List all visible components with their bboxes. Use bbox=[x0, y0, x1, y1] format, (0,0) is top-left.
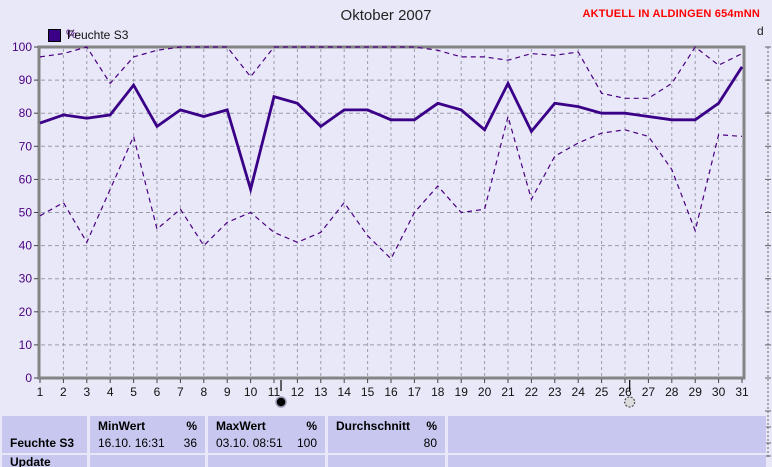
x-tick-label: 16 bbox=[384, 385, 398, 399]
x-tick-label: 22 bbox=[525, 385, 539, 399]
y-tick-label: 30 bbox=[19, 272, 33, 286]
maxwert-unit: % bbox=[306, 419, 317, 433]
x-tick-label: 14 bbox=[338, 385, 352, 399]
y-tick-label: 0 bbox=[25, 371, 32, 385]
x-tick-label: 29 bbox=[689, 385, 703, 399]
maxwert-header: MaxWert bbox=[216, 419, 266, 433]
series-feuchte-s3-minimum bbox=[39, 114, 743, 260]
x-tick-label: 10 bbox=[244, 385, 258, 399]
y-tick-label: 60 bbox=[19, 172, 33, 186]
table-row-label: Feuchte S3 bbox=[10, 436, 75, 450]
minwert-value: 36 bbox=[183, 436, 197, 450]
legend-label: Feuchte S3 bbox=[67, 28, 129, 42]
minwert-header: MinWert bbox=[98, 419, 146, 433]
x-tick-label: 27 bbox=[642, 385, 656, 399]
y-tick-label: 70 bbox=[19, 139, 33, 153]
y-tick-label: 10 bbox=[19, 338, 33, 352]
y-tick-label: 90 bbox=[19, 73, 33, 87]
y-tick-label: 40 bbox=[19, 239, 33, 253]
y-tick-label: 20 bbox=[19, 305, 33, 319]
new-moon-icon bbox=[275, 380, 287, 408]
x-tick-label: 19 bbox=[455, 385, 469, 399]
durchschnitt-header: Durchschnitt bbox=[336, 419, 411, 433]
second-panel-edge bbox=[765, 46, 771, 458]
table-next-row-cell bbox=[90, 455, 205, 467]
table-cell-empty bbox=[448, 416, 766, 453]
x-tick-label: 25 bbox=[595, 385, 609, 399]
x-tick-label: 23 bbox=[548, 385, 562, 399]
y-tick-label: 100 bbox=[12, 40, 32, 54]
y-tick-label: 50 bbox=[19, 206, 33, 220]
x-tick-label: 15 bbox=[361, 385, 375, 399]
x-tick-label: 9 bbox=[224, 385, 231, 399]
x-tick-label: 26 bbox=[618, 385, 632, 399]
x-tick-label: 5 bbox=[130, 385, 137, 399]
table-next-row-cell bbox=[208, 455, 325, 467]
minwert-timestamp: 16.10. 16:31 bbox=[98, 436, 165, 450]
table-cell-sensor: Feuchte S3 bbox=[2, 416, 87, 453]
right-axis-unit-label: d bbox=[757, 24, 764, 38]
x-tick-label: 21 bbox=[501, 385, 515, 399]
x-tick-label: 8 bbox=[200, 385, 207, 399]
y-tick-label: 80 bbox=[19, 106, 33, 120]
series-feuchte-s3-mittelwert bbox=[39, 66, 744, 195]
minwert-unit: % bbox=[186, 419, 197, 433]
x-tick-label: 17 bbox=[408, 385, 422, 399]
x-tick-label: 28 bbox=[665, 385, 679, 399]
x-tick-label: 11 bbox=[268, 385, 281, 399]
page-title: Oktober 2007 bbox=[340, 7, 432, 24]
legend: Feuchte S3 bbox=[48, 28, 128, 42]
durchschnitt-value: 80 bbox=[423, 436, 437, 450]
x-tick-label: 20 bbox=[478, 385, 492, 399]
maxwert-timestamp: 03.10. 08:51 bbox=[216, 436, 283, 450]
table-next-row-label: Update bbox=[10, 455, 51, 467]
durchschnitt-unit: % bbox=[426, 419, 437, 433]
x-tick-label: 12 bbox=[291, 385, 305, 399]
x-tick-label: 31 bbox=[735, 385, 749, 399]
x-tick-label: 6 bbox=[154, 385, 161, 399]
maxwert-value: 100 bbox=[296, 436, 317, 450]
table-next-row-clipped: Update bbox=[2, 455, 87, 467]
x-tick-label: 1 bbox=[37, 385, 44, 399]
table-cell-durchschnitt: Durchschnitt % 80 bbox=[328, 416, 445, 453]
x-tick-label: 7 bbox=[177, 385, 184, 399]
series-feuchte-s3-maximum bbox=[39, 46, 743, 99]
table-cell-maxwert: MaxWert % 03.10. 08:51 100 bbox=[208, 416, 325, 453]
y-axis-unit-label: % bbox=[66, 27, 77, 41]
x-tick-label: 2 bbox=[60, 385, 67, 399]
x-tick-label: 24 bbox=[572, 385, 586, 399]
full-moon-icon bbox=[624, 380, 636, 408]
x-tick-label: 13 bbox=[314, 385, 328, 399]
x-tick-label: 30 bbox=[712, 385, 726, 399]
station-banner: AKTUELL IN ALDINGEN 654mNN bbox=[582, 8, 760, 20]
table-next-row-cell bbox=[448, 455, 766, 467]
legend-swatch-icon bbox=[48, 28, 61, 42]
table-cell-minwert: MinWert % 16.10. 16:31 36 bbox=[90, 416, 205, 453]
x-tick-label: 4 bbox=[107, 385, 114, 399]
table-next-row-cell bbox=[328, 455, 445, 467]
x-tick-label: 18 bbox=[431, 385, 445, 399]
x-tick-label: 3 bbox=[83, 385, 90, 399]
